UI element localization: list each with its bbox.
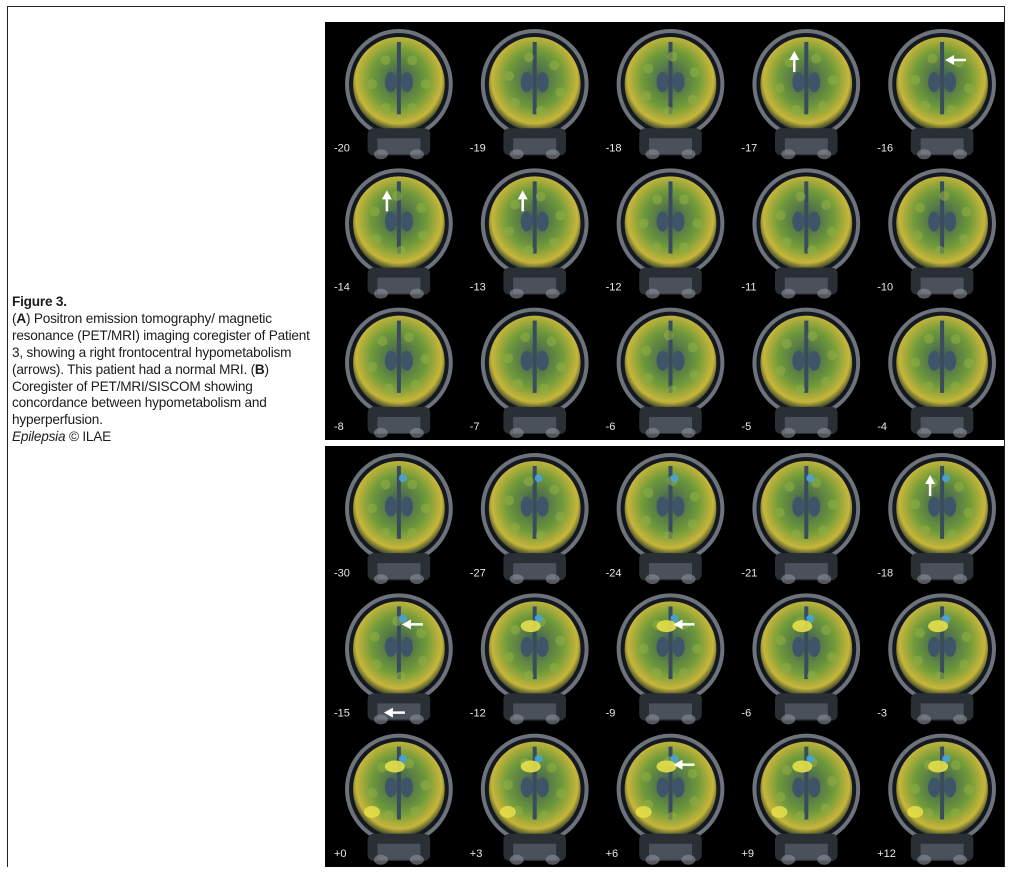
brain-slice: -13: [470, 168, 589, 299]
brain-slice: -19: [470, 29, 589, 160]
panel-b-pet-mri-siscom: -30 -27 -24 -21 -18 -15 -12 -9 -6 -3 +0 +3 +6 +9 +12: [325, 446, 1004, 867]
arrow-icon: [383, 707, 405, 718]
brain-slice: -18: [877, 453, 996, 585]
part-b-letter: B: [254, 361, 265, 377]
brain-slice: -6: [741, 593, 861, 725]
slice-label: -21: [741, 567, 757, 579]
slice-label: -9: [606, 708, 616, 720]
part-a-letter: A: [16, 310, 26, 326]
slice-label: -30: [334, 567, 350, 579]
slice-label: +3: [470, 848, 483, 860]
brain-slice: -20: [334, 29, 453, 160]
slice-label: -11: [741, 282, 756, 294]
slice-label: -27: [470, 567, 486, 579]
slice-label: +0: [334, 848, 347, 860]
slice-label: -13: [470, 282, 486, 294]
caption-part-a: (A) Positron emission tomography/ magnet…: [12, 310, 310, 428]
brain-slice: -18: [606, 29, 725, 160]
part-a-text: Positron emission tomography/ magnetic r…: [12, 310, 310, 377]
brain-slice: -4: [877, 307, 996, 438]
panel-divider: [325, 440, 1004, 446]
slice-label: -5: [741, 421, 751, 433]
slice-label: +6: [606, 848, 619, 860]
slice-label: -6: [741, 708, 751, 720]
brain-slice: +12: [877, 733, 996, 865]
brain-slice: +6: [606, 733, 725, 865]
panel-b-slices: -30 -27 -24 -21 -18 -15 -12 -9 -6 -3 +0 +3 +6 +9 +12: [334, 453, 996, 865]
slice-label: -3: [877, 708, 887, 720]
brain-slice: -10: [877, 168, 996, 299]
slice-label: -8: [334, 421, 344, 433]
panel-a-pet-mri: -20 -19 -18 -17 -16 -14 -13 -12 -11 -10 -8 -7 -6 -5 -4: [325, 22, 1004, 440]
copyright-text: © ILAE: [68, 429, 112, 445]
arrow-icon: [945, 55, 967, 65]
brain-slice: -15: [334, 593, 453, 725]
brain-slice: -27: [470, 453, 589, 585]
brain-slice: -6: [606, 307, 725, 438]
brain-slice: -16: [877, 29, 996, 160]
journal-name: Epilepsia: [12, 429, 66, 445]
slice-label: -18: [877, 567, 893, 579]
slice-label: -16: [877, 142, 893, 154]
slice-label: -24: [606, 567, 622, 579]
brain-slice: -5: [741, 307, 861, 438]
arrow-icon: [789, 51, 800, 72]
arrow-icon: [673, 759, 695, 770]
slice-label: -20: [334, 142, 350, 154]
slice-label: -17: [741, 142, 757, 154]
arrow-icon: [381, 190, 392, 212]
brain-slice: -3: [877, 593, 996, 725]
brain-slice: -14: [334, 168, 453, 299]
slice-label: +9: [741, 848, 754, 860]
slice-label: -19: [470, 142, 486, 154]
arrow-icon: [517, 190, 528, 212]
brain-slice: -11: [741, 168, 861, 299]
figure-frame: [7, 6, 1005, 867]
figure-label: Figure 3.: [12, 294, 67, 309]
brain-slice: -12: [606, 168, 725, 299]
slice-label: -18: [606, 142, 622, 154]
brain-slice: +3: [470, 733, 589, 865]
brain-slice: -12: [470, 593, 589, 725]
brain-slice: -17: [741, 29, 861, 160]
slice-label: -10: [877, 282, 893, 294]
slice-label: -12: [606, 282, 622, 294]
brain-slice: -8: [334, 307, 453, 438]
brain-slice: +0: [334, 733, 453, 865]
brain-slice: -24: [606, 453, 725, 585]
slice-label: +12: [877, 848, 896, 860]
slice-label: -6: [606, 421, 616, 433]
panel-a-slices: -20 -19 -18 -17 -16 -14 -13 -12 -11 -10 -8 -7 -6 -5 -4: [334, 29, 996, 438]
slice-label: -12: [470, 708, 486, 720]
brain-slice: -9: [606, 593, 725, 725]
slice-label: -7: [470, 421, 480, 433]
arrow-icon: [925, 475, 936, 496]
brain-slice: -21: [741, 453, 861, 585]
slice-label: -4: [877, 421, 887, 433]
slice-label: -15: [334, 708, 350, 720]
slice-label: -14: [334, 282, 350, 294]
arrow-icon: [401, 619, 423, 630]
figure-caption: Figure 3. (A) Positron emission tomograp…: [12, 294, 317, 446]
brain-slice: -7: [470, 307, 589, 438]
part-b-text: Coregister of PET/MRI/SISCOM showing con…: [12, 378, 267, 428]
brain-slice: +9: [741, 733, 861, 865]
brain-slice: -30: [334, 453, 453, 585]
arrow-icon: [673, 619, 695, 630]
